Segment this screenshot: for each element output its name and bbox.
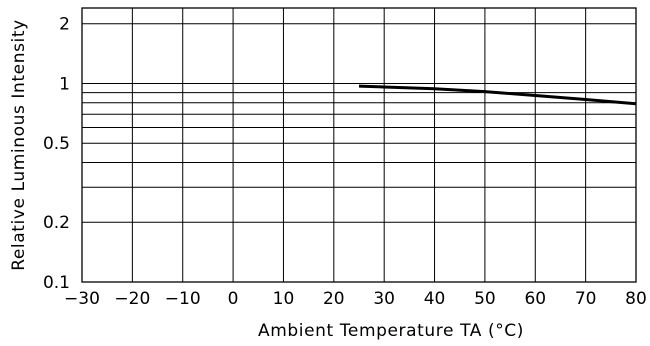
x-tick-label: −10 [165, 289, 201, 309]
y-tick-labels: 0.1 0.2 0.5 1 2 [43, 15, 70, 293]
x-tick-label: −20 [114, 289, 150, 309]
y-tick-label: 2 [59, 15, 70, 35]
x-tick-label: 80 [625, 289, 647, 309]
x-tick-label: 30 [373, 289, 395, 309]
x-tick-label: 20 [323, 289, 345, 309]
x-tick-label: 70 [575, 289, 597, 309]
y-tick-label: 0.5 [43, 134, 70, 154]
y-tick-label: 0.2 [43, 213, 70, 233]
grid [82, 8, 636, 282]
series-line [358, 84, 637, 106]
x-tick-label: 0 [228, 289, 239, 309]
x-tick-label: 50 [474, 289, 496, 309]
x-tick-label: 40 [424, 289, 446, 309]
y-tick-label: 1 [59, 74, 70, 94]
x-tick-labels: −30 −20 −10 0 10 20 30 40 50 60 70 80 [64, 289, 647, 309]
plot-frame [81, 7, 637, 283]
x-tick-label: −30 [64, 289, 100, 309]
x-tick-label: 10 [273, 289, 295, 309]
y-axis-title: Relative Luminous Intensity [9, 19, 29, 271]
y-tick-label: 0.1 [43, 273, 70, 293]
series-layer [358, 84, 637, 106]
x-axis-title: Ambient Temperature TA (°C) [258, 321, 524, 341]
x-tick-label: 60 [524, 289, 546, 309]
